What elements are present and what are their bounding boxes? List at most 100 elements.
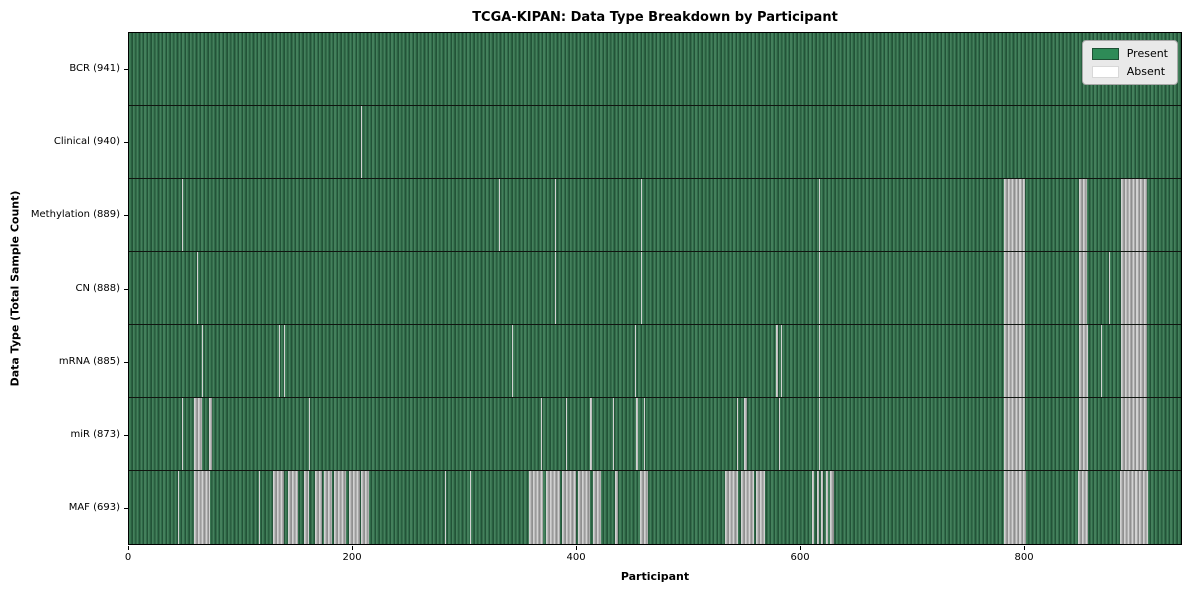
absent-block — [821, 471, 824, 544]
heatmap-row-clinical — [129, 106, 1181, 179]
absent-block — [1078, 398, 1088, 470]
y-tick-label-clinical: Clinical (940) — [53, 135, 120, 147]
x-axis-title: Participant — [620, 570, 690, 583]
absent-block — [578, 471, 591, 544]
absent-block — [778, 398, 780, 470]
absent-block — [1003, 471, 1027, 544]
absent-block — [1003, 252, 1026, 324]
absent-block — [554, 252, 556, 324]
absent-block — [444, 471, 446, 544]
x-tick-mark — [576, 546, 578, 550]
plot-area — [128, 32, 1182, 545]
absent-block — [554, 179, 556, 251]
absent-block — [360, 106, 362, 178]
x-tick-label: 200 — [342, 552, 362, 563]
x-tick-label: 600 — [790, 552, 810, 563]
absent-block — [592, 471, 601, 544]
y-tick-mark — [124, 142, 128, 143]
absent-block — [303, 471, 310, 544]
heatmap-row-mir — [129, 398, 1181, 471]
absent-block — [545, 471, 561, 544]
heatmap-row-mrna — [129, 325, 1181, 398]
absent-block — [197, 252, 199, 324]
absent-block — [309, 398, 311, 470]
absent-block — [258, 471, 261, 544]
heatmap-row-cn — [129, 252, 1181, 325]
legend-present-label: Present — [1126, 47, 1168, 60]
absent-block — [178, 471, 180, 544]
chart-title: TCGA-KIPAN: Data Type Breakdown by Parti… — [472, 10, 838, 25]
y-tick-label-methylation: Methylation (889) — [30, 209, 120, 221]
x-tick-mark — [128, 546, 129, 550]
heatmap-row-maf — [129, 471, 1181, 544]
absent-block — [498, 179, 500, 251]
absent-block — [818, 325, 821, 397]
absent-block — [279, 325, 281, 397]
absent-block — [181, 179, 183, 251]
y-tick-label-mir: miR (873) — [70, 429, 120, 441]
absent-block — [360, 471, 369, 544]
absent-block — [644, 398, 646, 470]
x-tick-mark — [800, 546, 802, 550]
absent-block — [590, 398, 592, 470]
legend: Present Absent — [1081, 40, 1178, 85]
absent-block — [1078, 179, 1087, 251]
x-tick-mark — [352, 546, 354, 550]
absent-block — [737, 398, 739, 470]
x-tick-mark — [1024, 546, 1026, 550]
legend-entry-present: Present — [1091, 47, 1168, 60]
absent-block — [565, 398, 567, 470]
y-tick-label-bcr: BCR (941) — [69, 62, 120, 74]
absent-block — [528, 471, 544, 544]
heatmap-row-bcr — [129, 33, 1181, 106]
absent-block — [1120, 471, 1149, 544]
x-tick-label: 800 — [1014, 552, 1034, 563]
absent-block — [780, 325, 782, 397]
legend-absent-label: Absent — [1126, 65, 1166, 78]
absent-block — [1078, 325, 1088, 397]
y-tick-label-cn: CN (888) — [75, 282, 120, 294]
y-tick-mark — [124, 69, 128, 70]
legend-present-swatch-icon — [1091, 47, 1119, 60]
absent-block — [1121, 179, 1148, 251]
absent-block — [273, 471, 284, 544]
absent-block — [1121, 252, 1148, 324]
absent-block — [1003, 398, 1026, 470]
absent-block — [1121, 325, 1148, 397]
y-tick-mark — [124, 362, 128, 363]
absent-block — [1078, 252, 1087, 324]
absent-block — [1121, 398, 1148, 470]
y-tick-mark — [124, 508, 128, 509]
absent-block — [816, 471, 819, 544]
absent-block — [640, 179, 642, 251]
absent-block — [193, 471, 210, 544]
heatmap-row-methylation — [129, 179, 1181, 252]
absent-block — [541, 398, 543, 470]
y-tick-mark — [124, 435, 128, 436]
absent-block — [201, 325, 203, 397]
absent-block — [639, 471, 648, 544]
absent-block — [818, 398, 821, 470]
absent-block — [776, 325, 778, 397]
legend-absent-swatch-icon — [1091, 65, 1119, 78]
absent-block — [825, 471, 828, 544]
legend-entry-absent: Absent — [1091, 65, 1168, 78]
x-tick-label: 0 — [124, 552, 132, 563]
absent-block — [512, 325, 514, 397]
absent-block — [1109, 252, 1111, 324]
absent-block — [615, 471, 619, 544]
absent-block — [469, 471, 471, 544]
absent-block — [756, 471, 766, 544]
absent-block — [1101, 325, 1103, 397]
absent-block — [283, 325, 285, 397]
absent-block — [818, 179, 821, 251]
absent-block — [724, 471, 739, 544]
absent-block — [612, 398, 614, 470]
absent-block — [288, 471, 299, 544]
y-tick-label-mrna: mRNA (885) — [58, 355, 120, 367]
absent-block — [333, 471, 347, 544]
absent-block — [740, 471, 754, 544]
absent-block — [1003, 325, 1026, 397]
y-tick-mark — [124, 215, 128, 216]
